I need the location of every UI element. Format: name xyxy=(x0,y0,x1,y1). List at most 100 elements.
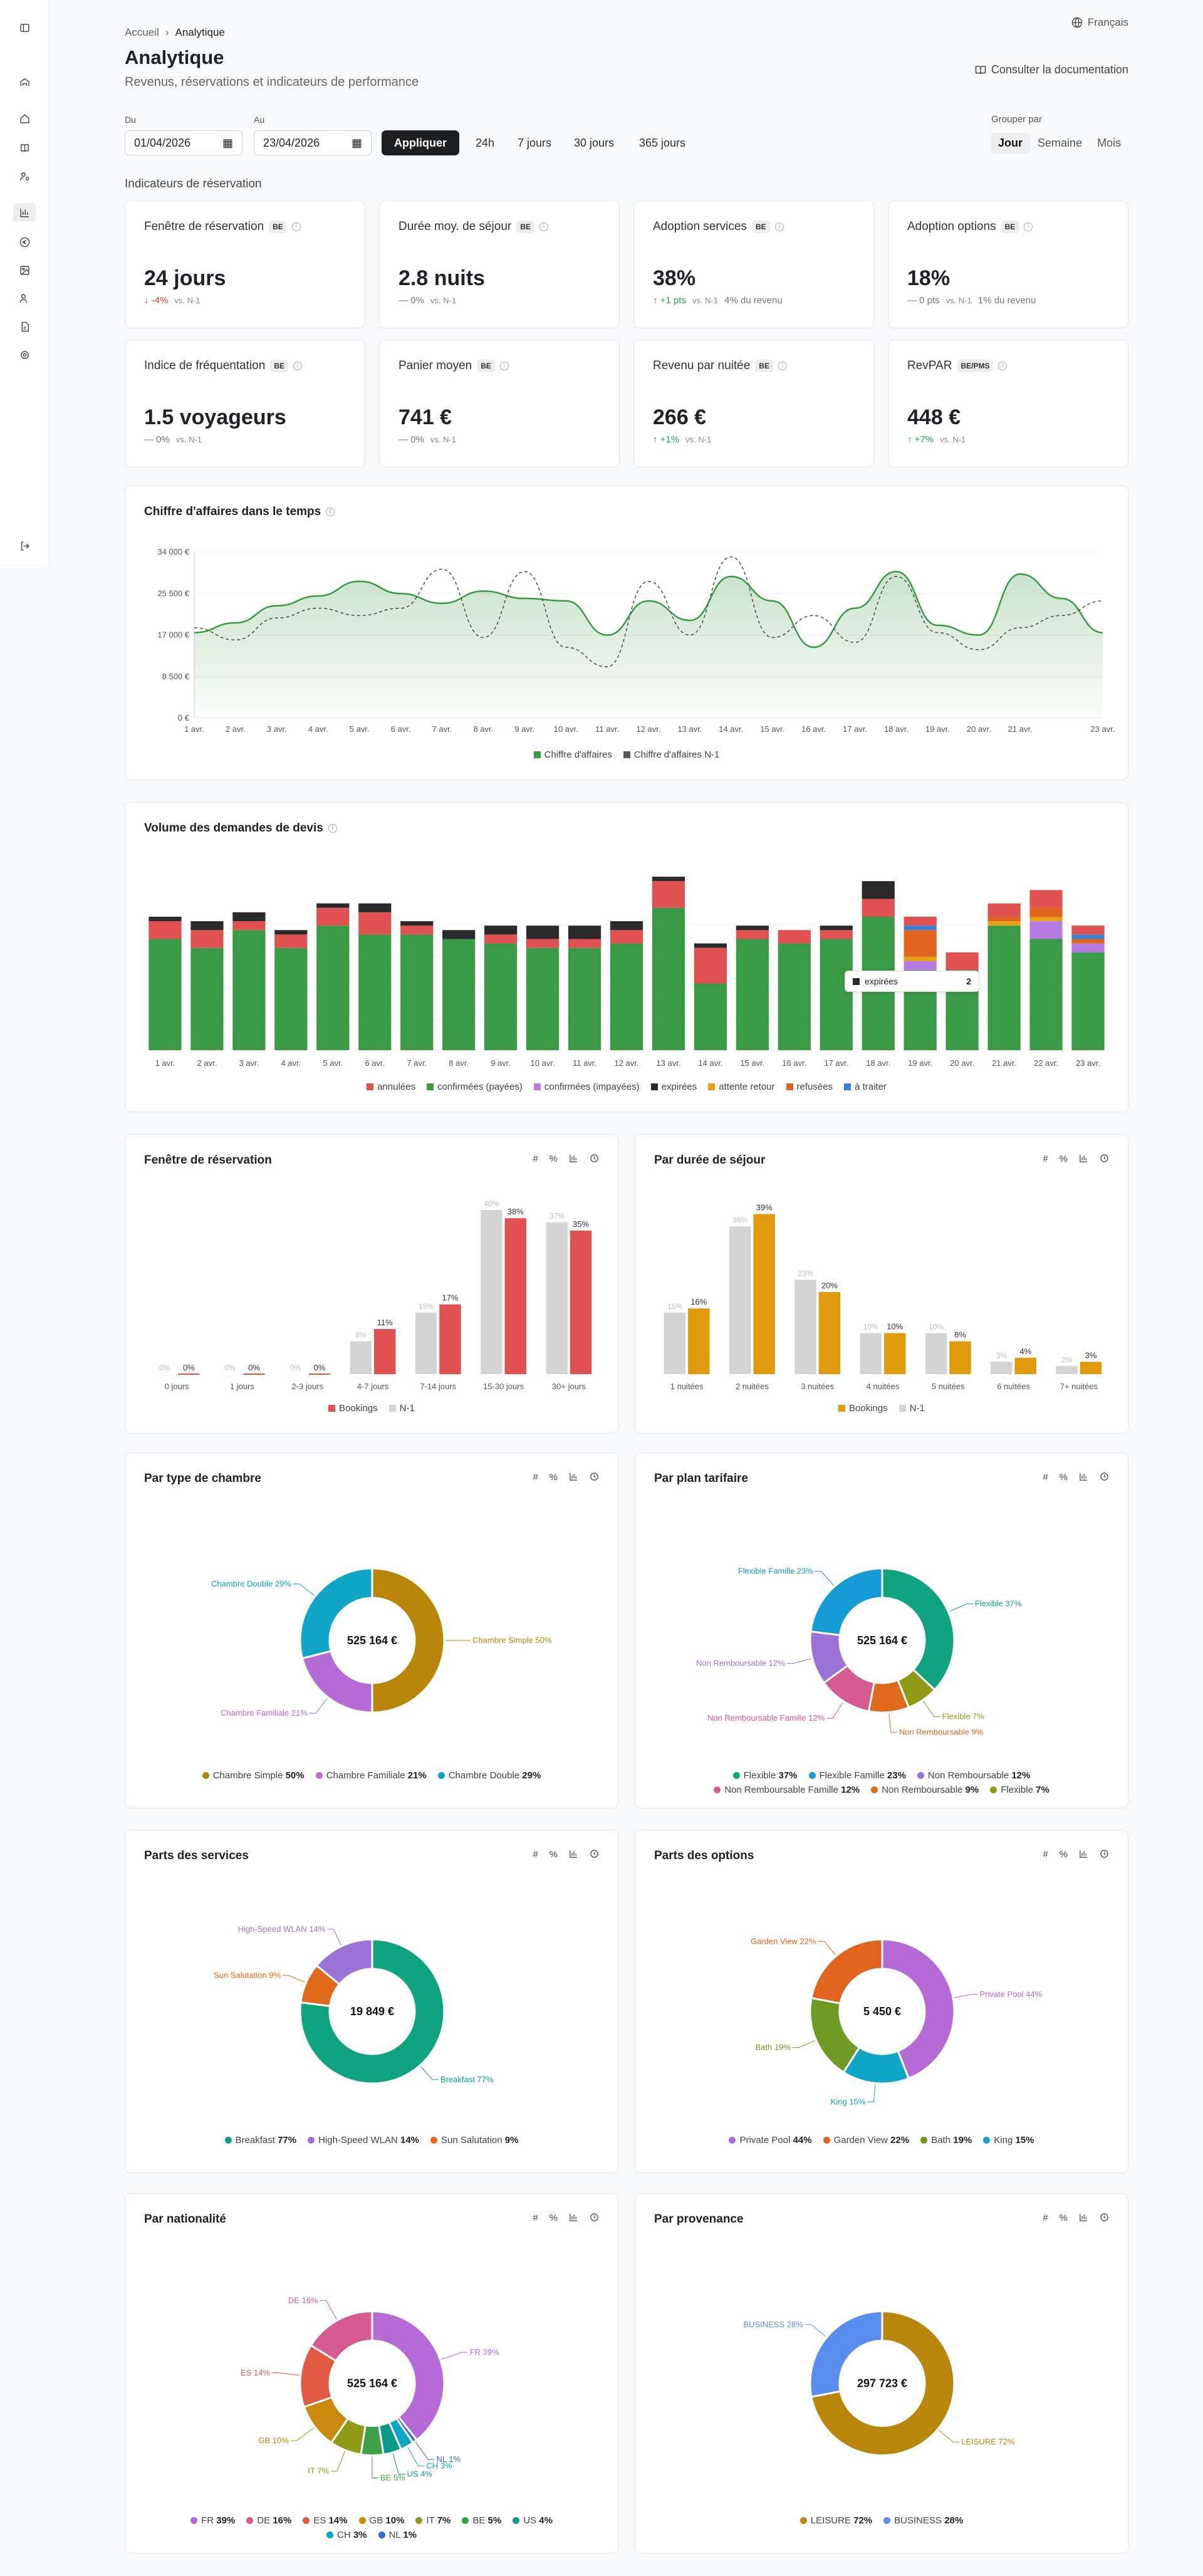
count-toggle[interactable]: # xyxy=(533,2213,538,2223)
info-icon[interactable]: i xyxy=(539,222,548,231)
bar-chart-icon[interactable] xyxy=(1079,1472,1088,1484)
info-icon[interactable]: i xyxy=(328,824,337,833)
to-date-input[interactable]: 23/04/2026 ▦ xyxy=(254,130,372,155)
slice-label: Chambre Simple 50% xyxy=(472,1635,552,1645)
count-toggle[interactable]: # xyxy=(1043,1849,1048,1860)
bar-chart-icon[interactable] xyxy=(569,2213,578,2224)
delta-comparison: vs. N-1 xyxy=(692,296,719,305)
bar-current xyxy=(504,1218,526,1374)
hotel-nav[interactable] xyxy=(18,75,31,89)
legend-value: 50% xyxy=(285,1770,305,1781)
language-selector[interactable]: Français xyxy=(1071,16,1128,29)
preset-24h[interactable]: 24h xyxy=(476,136,495,149)
percent-toggle[interactable]: % xyxy=(549,1849,558,1860)
bar-chart-icon[interactable] xyxy=(1079,1154,1088,1165)
leader-line xyxy=(441,2352,468,2360)
info-icon[interactable]: i xyxy=(774,222,784,231)
breadcrumb-home[interactable]: Accueil xyxy=(125,26,159,38)
group-month[interactable]: Mois xyxy=(1097,136,1122,149)
bar-current xyxy=(1080,1362,1102,1374)
legend-value: 39% xyxy=(216,2515,236,2526)
from-date-input[interactable]: 01/04/2026 ▦ xyxy=(125,130,242,155)
donut-icon[interactable] xyxy=(590,1154,599,1165)
bar-previous xyxy=(415,1312,437,1374)
info-icon[interactable]: i xyxy=(291,222,301,231)
donut-icon[interactable] xyxy=(1100,1154,1109,1165)
home-nav[interactable] xyxy=(18,112,31,125)
preset-30-days[interactable]: 30 jours xyxy=(574,136,615,149)
sidebar-toggle-nav[interactable] xyxy=(18,21,31,34)
kpi-value: 741 € xyxy=(398,405,452,429)
hotel-icon xyxy=(19,78,29,86)
count-toggle[interactable]: # xyxy=(1043,1154,1048,1164)
percent-toggle[interactable]: % xyxy=(549,2213,558,2223)
bar-segment-annules xyxy=(820,930,853,939)
chart-tools: #% xyxy=(533,1849,599,1861)
group-day[interactable]: Jour xyxy=(991,132,1031,154)
user-cog-nav[interactable] xyxy=(18,169,31,183)
delta-value: ↑ +1% xyxy=(653,434,680,445)
data-label-current: 0% xyxy=(248,1363,260,1372)
x-tick-label: 9 avr. xyxy=(491,1058,511,1068)
bar-chart-icon[interactable] xyxy=(569,1472,578,1484)
leader-line xyxy=(815,1571,835,1586)
percent-toggle[interactable]: % xyxy=(1059,2213,1068,2223)
euro-nav[interactable] xyxy=(18,235,31,249)
settings-nav[interactable] xyxy=(18,348,31,362)
percent-toggle[interactable]: % xyxy=(549,1472,558,1483)
legend-swatch xyxy=(378,2532,385,2538)
logout-nav[interactable] xyxy=(18,539,31,553)
info-icon[interactable]: i xyxy=(499,362,509,370)
count-toggle[interactable]: # xyxy=(1043,2213,1048,2223)
x-tick-label: 21 avr. xyxy=(1008,724,1033,734)
legend-swatch xyxy=(917,1772,924,1779)
source-badge: BE xyxy=(755,360,773,372)
bar-segment-annules xyxy=(904,917,937,926)
info-icon[interactable]: i xyxy=(293,362,302,370)
info-icon[interactable]: i xyxy=(998,362,1008,370)
bar-current xyxy=(374,1328,396,1374)
percent-toggle[interactable]: % xyxy=(549,1154,558,1164)
count-toggle[interactable]: # xyxy=(1043,1472,1048,1483)
preset-7-days[interactable]: 7 jours xyxy=(518,136,552,149)
quotes-chart-svg: 1 avr. 2 avr. 3 avr. 4 avr. 5 avr. 6 avr. 7 av… xyxy=(144,877,1109,1068)
document-nav[interactable] xyxy=(18,320,31,333)
preset-365-days[interactable]: 365 jours xyxy=(639,136,686,149)
calendar-icon: ▦ xyxy=(351,136,362,149)
legend-item: Flexible Famille 23% xyxy=(808,1770,906,1781)
donut-icon[interactable] xyxy=(1100,2213,1109,2224)
count-toggle[interactable]: # xyxy=(533,1849,538,1860)
bar-chart-icon[interactable] xyxy=(1079,1849,1088,1861)
kpi-name: Durée moy. de séjour xyxy=(398,220,512,233)
documentation-link[interactable]: Consulter la documentation xyxy=(975,63,1128,76)
count-toggle[interactable]: # xyxy=(533,1472,538,1483)
count-toggle[interactable]: # xyxy=(533,1154,538,1164)
percent-toggle[interactable]: % xyxy=(1059,1472,1068,1483)
group-week[interactable]: Semaine xyxy=(1038,136,1083,149)
percent-toggle[interactable]: % xyxy=(1059,1154,1068,1164)
chart-title-text: Parts des options xyxy=(654,1849,754,1862)
bar-segment-confirmespayes xyxy=(610,943,643,1050)
book-nav[interactable] xyxy=(18,141,31,155)
x-tick-label: 18 avr. xyxy=(884,724,909,734)
donut-icon[interactable] xyxy=(1100,1849,1109,1861)
bar-chart-icon[interactable] xyxy=(569,1849,578,1861)
legend-label: GB xyxy=(369,2515,386,2526)
bar-chart-icon[interactable] xyxy=(1079,2213,1088,2224)
bar-chart-icon[interactable] xyxy=(569,1154,578,1165)
info-icon[interactable]: i xyxy=(326,508,335,516)
donut-icon[interactable] xyxy=(590,1849,599,1861)
apply-button[interactable]: Appliquer xyxy=(382,130,459,155)
chart-nav[interactable] xyxy=(13,203,36,222)
x-tick-label: 4-7 jours xyxy=(357,1382,389,1391)
info-icon[interactable]: i xyxy=(778,362,787,370)
donut-icon[interactable] xyxy=(590,2213,599,2224)
x-tick-label: 11 avr. xyxy=(595,724,619,734)
info-icon[interactable]: i xyxy=(1024,222,1033,231)
image-nav[interactable] xyxy=(18,263,31,277)
donut-icon[interactable] xyxy=(1100,1472,1109,1484)
users-nav[interactable] xyxy=(18,291,31,305)
leader-line xyxy=(327,1929,341,1946)
donut-icon[interactable] xyxy=(590,1472,599,1484)
percent-toggle[interactable]: % xyxy=(1059,1849,1068,1860)
